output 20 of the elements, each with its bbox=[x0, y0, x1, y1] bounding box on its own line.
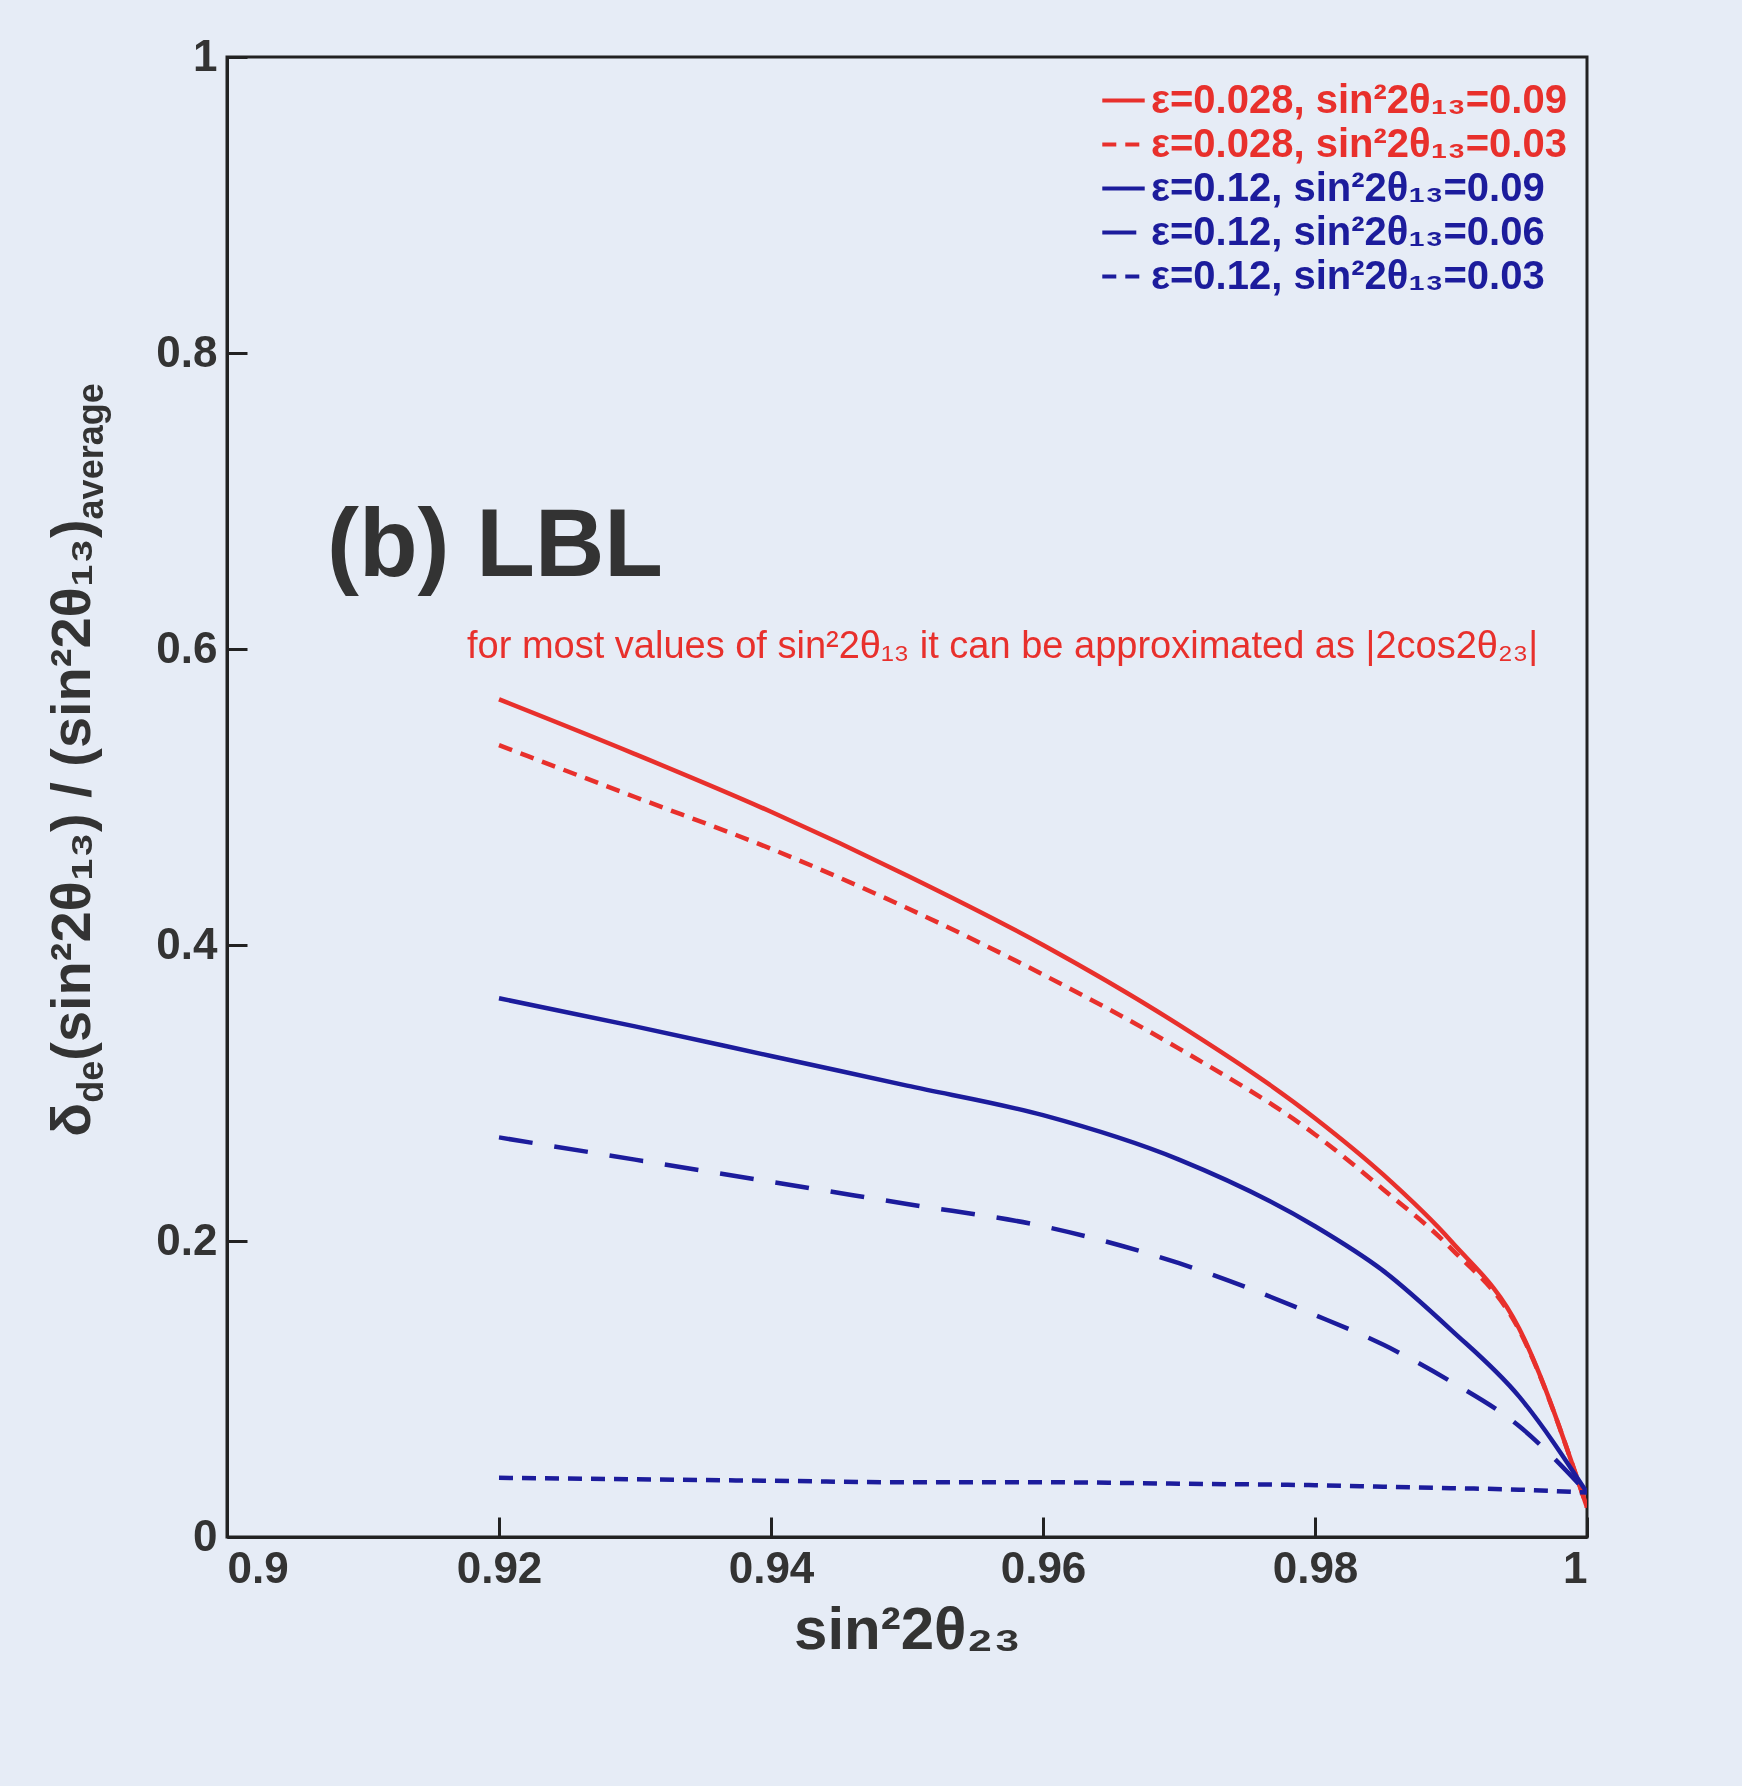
legend-label: ε=0.028, sin²2θ₁₃=0.03 bbox=[1151, 120, 1567, 165]
y-tick-label: 0.8 bbox=[156, 326, 218, 376]
x-tick-label: 0.94 bbox=[728, 1542, 815, 1592]
y-tick-label: 0 bbox=[193, 1510, 218, 1560]
annotation: (b) LBL bbox=[327, 489, 663, 596]
legend-label: ε=0.12, sin²2θ₁₃=0.09 bbox=[1151, 164, 1545, 209]
x-tick-label: 0.9 bbox=[227, 1542, 289, 1592]
y-tick-label: 0.2 bbox=[156, 1214, 218, 1264]
legend-label: ε=0.028, sin²2θ₁₃=0.09 bbox=[1151, 76, 1567, 121]
annotation: for most values of sin²2θ₁₃ it can be approximated as |2cos2θ₂₃| bbox=[467, 624, 1539, 666]
y-tick-label: 0.6 bbox=[156, 622, 218, 672]
x-axis-title: sin²2θ₂₃ bbox=[794, 1594, 1021, 1662]
x-tick-label: 0.98 bbox=[1272, 1542, 1359, 1592]
x-tick-label: 0.92 bbox=[456, 1542, 543, 1592]
legend-label: ε=0.12, sin²2θ₁₃=0.03 bbox=[1151, 252, 1545, 297]
y-tick-label: 0.4 bbox=[156, 918, 219, 968]
legend-label: ε=0.12, sin²2θ₁₃=0.06 bbox=[1151, 208, 1545, 253]
y-tick-label: 1 bbox=[193, 30, 218, 80]
x-tick-label: 1 bbox=[1563, 1542, 1588, 1592]
x-tick-label: 0.96 bbox=[1000, 1542, 1087, 1592]
